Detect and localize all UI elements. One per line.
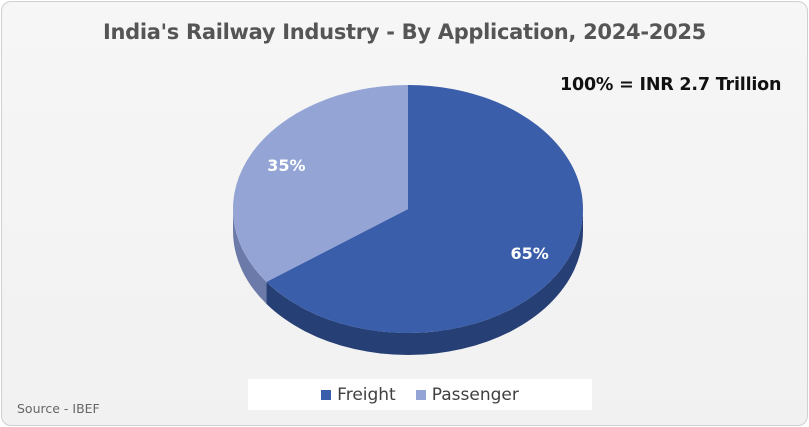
pie-label-freight: 65% <box>510 244 548 263</box>
pie-side-freight <box>266 209 583 355</box>
pie-labels: 65% 35% <box>267 156 549 263</box>
legend-item-freight: Freight <box>321 385 396 405</box>
chart-legend: Freight Passenger <box>248 379 592 410</box>
legend-item-passenger: Passenger <box>415 384 519 405</box>
total-annotation: 100% = INR 2.7 Trillion <box>560 75 782 95</box>
legend-label-freight: Freight <box>337 384 396 405</box>
pie-label-passenger: 35% <box>267 156 305 175</box>
pie-side-passenger <box>233 209 267 304</box>
legend-label-passenger: Passenger <box>431 384 519 405</box>
pie-depth <box>233 209 583 355</box>
legend-swatch-passenger <box>415 389 426 400</box>
legend-swatch-freight <box>321 389 332 400</box>
pie-slice-freight <box>266 85 584 333</box>
pie-top <box>233 85 584 333</box>
source-note: Source - IBEF <box>17 401 100 416</box>
pie-slice-passenger <box>233 85 408 282</box>
chart-title: India's Railway Industry - By Applicatio… <box>103 20 706 44</box>
